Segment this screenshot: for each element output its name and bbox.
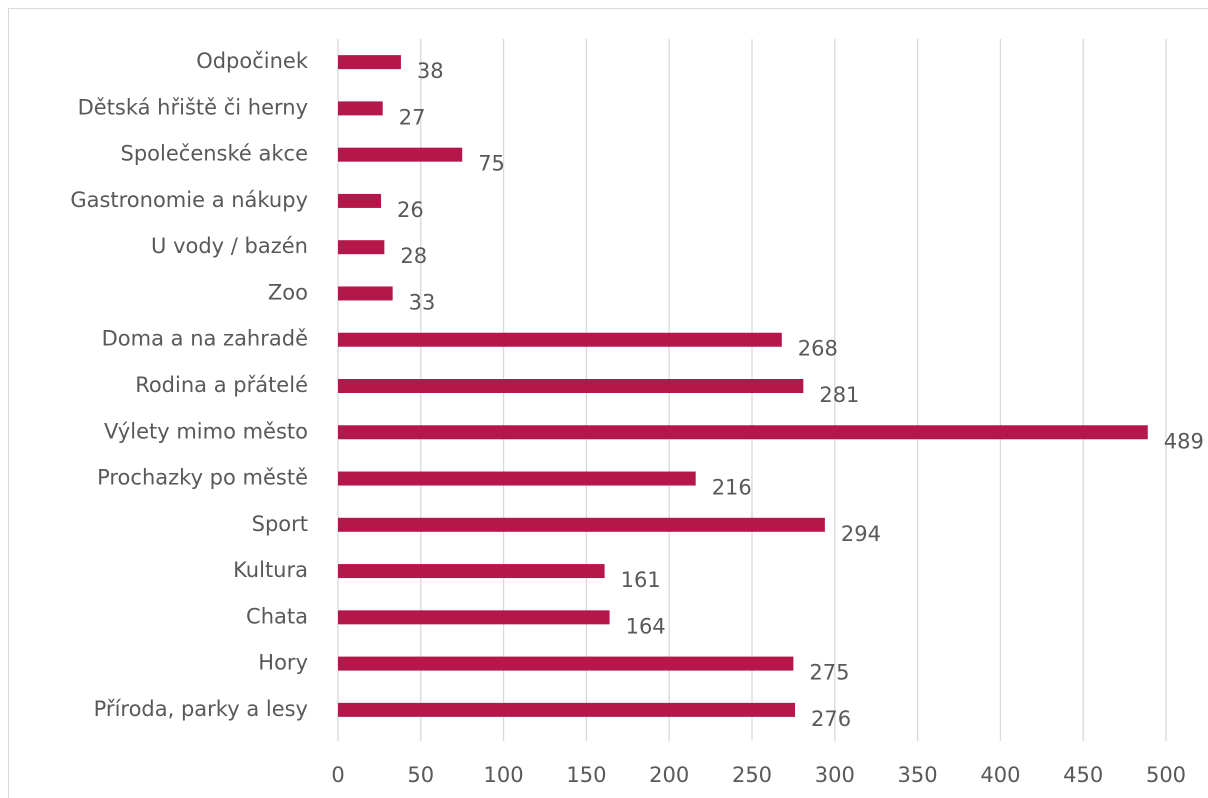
x-tick-label: 500 <box>1146 763 1186 787</box>
y-tick-label: U vody / bazén <box>151 234 308 258</box>
data-label: 27 <box>399 105 426 129</box>
data-label: 75 <box>478 152 505 176</box>
y-tick-label: Zoo <box>268 280 308 304</box>
data-label: 276 <box>811 707 851 731</box>
bar <box>338 425 1148 440</box>
data-label: 26 <box>397 198 424 222</box>
y-tick-label: Výlety mimo město <box>104 419 308 443</box>
data-label: 28 <box>400 244 427 268</box>
bar <box>338 379 804 393</box>
bar <box>338 702 796 717</box>
y-tick-label: Prochazky po městě <box>97 466 308 490</box>
data-label: 489 <box>1164 429 1204 453</box>
y-tick-label: Společenské akce <box>121 142 308 166</box>
x-tick-label: 200 <box>649 763 689 787</box>
y-tick-label: Chata <box>246 604 308 628</box>
x-tick-label: 400 <box>980 763 1020 787</box>
y-tick-label: Rodina a přátelé <box>135 373 308 397</box>
bar <box>338 656 794 671</box>
y-tick-label: Hory <box>258 651 308 675</box>
data-label: 281 <box>819 383 859 407</box>
bar <box>338 240 385 255</box>
x-tick-label: 50 <box>407 763 434 787</box>
y-tick-label: Kultura <box>233 558 308 582</box>
x-tick-label: 450 <box>1063 763 1103 787</box>
x-tick-label: 300 <box>815 763 855 787</box>
bar <box>338 564 605 579</box>
bar <box>338 471 696 486</box>
bar <box>338 101 383 116</box>
data-label: 161 <box>621 568 661 592</box>
y-tick-label: Dětská hřiště či herny <box>78 95 308 119</box>
bar <box>338 517 825 532</box>
data-label: 164 <box>626 614 666 638</box>
y-tick-label: Odpočinek <box>196 49 309 73</box>
y-tick-label: Příroda, parky a lesy <box>94 697 308 721</box>
bar <box>338 147 463 162</box>
bar <box>338 610 610 625</box>
data-label: 33 <box>409 290 436 314</box>
bar <box>338 286 393 301</box>
y-tick-label: Sport <box>252 512 308 536</box>
bar <box>338 193 382 208</box>
bar <box>338 332 782 347</box>
x-tick-label: 100 <box>484 763 524 787</box>
data-label: 294 <box>841 522 881 546</box>
bar <box>338 55 401 70</box>
x-tick-label: 350 <box>898 763 938 787</box>
data-label: 216 <box>712 476 752 500</box>
chart-border <box>8 8 1208 798</box>
x-tick-label: 250 <box>732 763 772 787</box>
data-label: 268 <box>798 337 838 361</box>
y-tick-label: Doma a na zahradě <box>102 327 308 351</box>
data-label: 275 <box>809 661 849 685</box>
data-label: 38 <box>417 59 444 83</box>
x-tick-label: 0 <box>331 763 344 787</box>
x-tick-label: 150 <box>566 763 606 787</box>
y-tick-label: Gastronomie a nákupy <box>70 188 308 212</box>
